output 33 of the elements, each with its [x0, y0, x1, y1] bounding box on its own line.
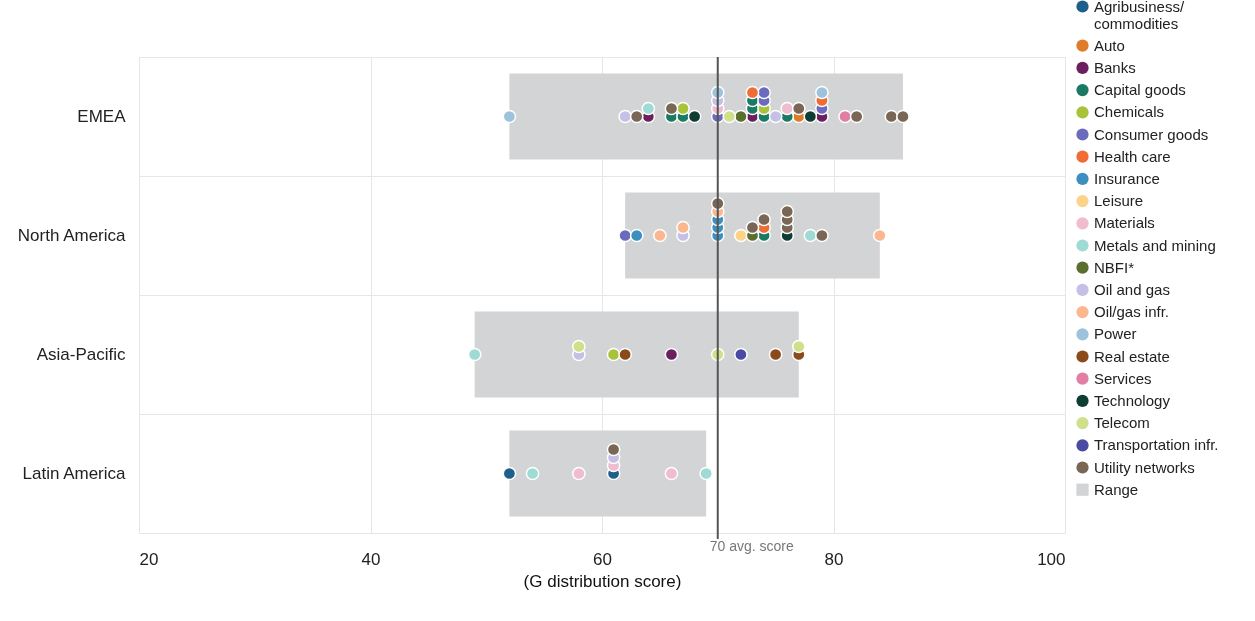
y-tick-label: Asia-Pacific [36, 344, 126, 364]
legend-label: Materials [1094, 214, 1155, 232]
x-tick-label: 40 [361, 549, 381, 569]
legend-label: Banks [1094, 58, 1136, 76]
legend-label: Services [1094, 369, 1152, 387]
legend-label: Health care [1094, 147, 1171, 165]
legend-label: Agribusiness/ commodities [1094, 0, 1185, 32]
legend-label: Transportation infr. [1094, 436, 1219, 454]
legend-label: Oil/gas infr. [1094, 303, 1170, 321]
legend-label: Utility networks [1094, 458, 1195, 476]
legend-label: Power [1094, 325, 1137, 343]
legend-label: Insurance [1094, 169, 1160, 187]
x-tick-label: 80 [824, 549, 844, 569]
legend-label: Telecom [1094, 414, 1150, 432]
y-tick-label: EMEA [77, 106, 127, 126]
x-tick-label: 100 [1037, 549, 1066, 569]
y-tick-label: North America [17, 225, 127, 245]
x-tick-label: 20 [139, 549, 159, 569]
y-tick-label: Latin America [22, 463, 127, 483]
x-axis-title: (G distribution score) [523, 571, 682, 591]
legend-label: Technology [1094, 391, 1171, 409]
legend-label: Metals and mining [1094, 236, 1216, 254]
legend-label: Chemicals [1094, 103, 1165, 121]
legend-label: Leisure [1094, 192, 1144, 210]
legend-label: Auto [1094, 36, 1125, 54]
legend-label: Range [1094, 480, 1139, 498]
legend-label: NBFI* [1094, 258, 1135, 276]
x-tick-label: 60 [593, 549, 612, 569]
legend-label: Oil and gas [1094, 280, 1170, 298]
ref-line-label: 70 avg. score [709, 538, 795, 554]
legend-label: Real estate [1094, 347, 1170, 365]
legend-label: Consumer goods [1094, 125, 1209, 143]
legend-label: Capital goods [1094, 81, 1186, 99]
